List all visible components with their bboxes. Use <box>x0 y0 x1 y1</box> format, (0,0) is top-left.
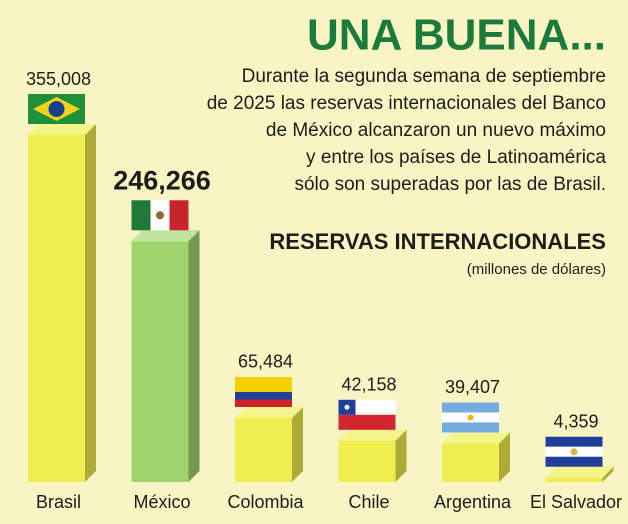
bar-side <box>395 429 407 482</box>
bar-side-shade <box>292 406 303 482</box>
flag-part <box>545 456 603 467</box>
chart-title: UNA BUENA... <box>307 11 606 60</box>
bar <box>235 417 292 482</box>
bar-side <box>499 432 510 482</box>
bar-side <box>602 466 614 482</box>
value-label: 246,266 <box>113 165 211 195</box>
bar <box>28 135 85 482</box>
bar-side-shade <box>602 466 614 482</box>
bar <box>338 440 396 482</box>
value-label: 355,008 <box>26 69 91 89</box>
flag-part <box>131 200 151 231</box>
value-label: 65,484 <box>238 352 293 372</box>
flag-part <box>545 436 603 447</box>
bar <box>442 443 499 482</box>
flag <box>338 399 396 430</box>
bar-side-shade <box>395 429 407 482</box>
body-text: de México alcanzaron un nuevo máximo <box>266 120 606 141</box>
bar-top-light <box>235 406 303 418</box>
bar-side <box>292 406 303 482</box>
bar-top <box>28 124 96 135</box>
flag-part <box>235 399 292 407</box>
bar-top <box>442 432 510 444</box>
flag-part <box>344 404 350 410</box>
x-tick-label: Chile <box>348 492 389 512</box>
flag-part <box>235 376 292 392</box>
flag-part <box>235 391 292 400</box>
flag-part <box>442 402 499 413</box>
bar <box>131 241 189 482</box>
bar-top-light <box>442 432 510 444</box>
bar-group <box>235 406 303 482</box>
body-text: sólo son superadas por las de Brasil. <box>294 174 606 195</box>
bar-group <box>131 230 200 482</box>
bar-group <box>28 124 96 482</box>
bar <box>545 477 603 482</box>
flag-part <box>467 414 474 421</box>
bar-top-light <box>131 230 200 242</box>
x-tick-label: Colombia <box>227 492 304 512</box>
flag <box>28 94 85 124</box>
bar-top <box>545 466 614 478</box>
x-tick-label: México <box>133 492 190 512</box>
flag-part <box>570 448 578 456</box>
flag-part <box>442 422 499 433</box>
chart-subtitle: RESERVAS INTERNACIONALES <box>269 229 606 254</box>
flag <box>442 402 499 433</box>
bar-top-light <box>28 124 96 135</box>
bar-side-shade <box>85 124 96 482</box>
flag <box>235 376 292 407</box>
bar-top <box>131 230 200 242</box>
value-label: 42,158 <box>341 375 396 395</box>
flag <box>131 200 189 231</box>
bar-group <box>442 432 510 482</box>
x-tick-label: El Salvador <box>530 492 622 512</box>
flag-part <box>169 200 189 231</box>
bar-top-light <box>338 429 407 441</box>
body-text: de 2025 las reservas internacionales del… <box>207 93 606 114</box>
flag-part <box>338 414 396 430</box>
bar-top <box>338 429 407 441</box>
flag-part <box>156 211 164 220</box>
value-label: 4,359 <box>553 411 598 431</box>
bar-group <box>545 466 614 482</box>
bar-side-shade <box>188 230 200 482</box>
x-tick-label: Brasil <box>36 492 81 512</box>
bar-side <box>85 124 96 482</box>
value-label: 39,407 <box>445 377 500 397</box>
bar-top-light <box>545 466 614 478</box>
body-text: y entre los países de Latinoamérica <box>306 147 606 168</box>
x-tick-label: Argentina <box>434 492 512 512</box>
bar-group <box>338 429 407 482</box>
flag-part <box>48 101 65 117</box>
flag <box>545 436 603 467</box>
unit-label: (millones de dólares) <box>467 261 606 278</box>
bar-side <box>188 230 200 482</box>
bar-top <box>235 406 303 418</box>
bar-side-shade <box>499 432 510 482</box>
body-text: Durante la segunda semana de septiembre <box>242 66 606 87</box>
